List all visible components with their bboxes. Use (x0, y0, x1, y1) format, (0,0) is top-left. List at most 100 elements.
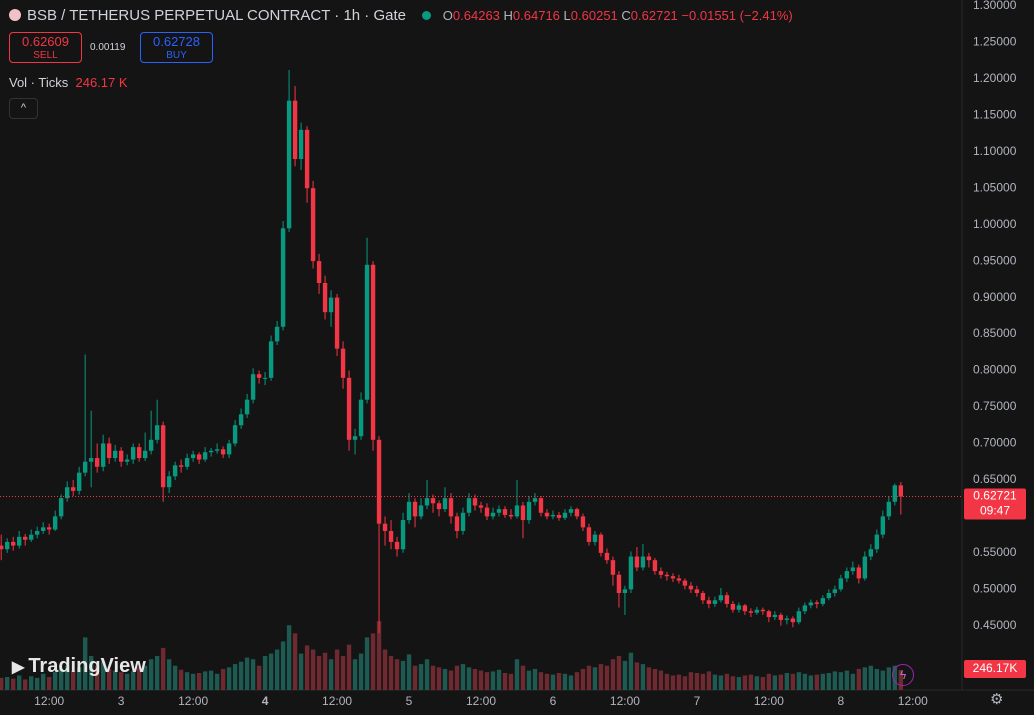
candle-body (496, 509, 502, 513)
candle-body (166, 476, 172, 488)
candle-body (352, 436, 358, 440)
candle-body (760, 609, 766, 612)
candle-body (742, 605, 748, 612)
volume-bar (478, 670, 484, 690)
volume-bar (676, 674, 682, 690)
x-tick-label: 12:00 (466, 694, 496, 708)
indicator-name[interactable]: Vol · Ticks (9, 75, 69, 90)
symbol-title[interactable]: BSB / TETHERUS PERPETUAL CONTRACT · 1h ·… (27, 7, 406, 24)
volume-bar (244, 657, 250, 690)
volume-bar (322, 652, 328, 690)
volume-bar (784, 673, 790, 690)
candle-body (832, 589, 838, 593)
x-tick-label: 5 (406, 694, 413, 708)
lightning-icon[interactable]: ϟ (892, 664, 914, 686)
volume-bar (706, 671, 712, 690)
candle-body (142, 450, 148, 459)
sell-button[interactable]: 0.62609 SELL (9, 32, 82, 63)
candle-body (382, 523, 388, 531)
candle-body (436, 503, 442, 510)
candle-body (70, 487, 76, 491)
candle-body (340, 348, 346, 378)
volume-bar (700, 673, 706, 690)
volume-bar (778, 674, 784, 690)
buy-button[interactable]: 0.62728 BUY (140, 32, 213, 63)
volume-bar (52, 672, 58, 690)
candle-body (880, 516, 886, 535)
candle-body (118, 450, 124, 462)
candle-body (484, 507, 490, 517)
candle-body (316, 261, 322, 284)
candle-body (814, 602, 820, 604)
candle-body (658, 571, 664, 575)
candle-body (478, 505, 484, 508)
x-tick-label: 12:00 (178, 694, 208, 708)
ohlc: O0.64263 H0.64716 L0.60251 C0.62721 −0.0… (439, 8, 793, 23)
volume-bar (640, 664, 646, 690)
collapse-button[interactable]: ^ (9, 98, 38, 119)
volume-bar (64, 665, 70, 690)
candle-body (736, 605, 742, 610)
candle-body (58, 498, 64, 517)
volume-bar (856, 668, 862, 690)
candle-body (556, 514, 562, 518)
y-tick-label: 0.75000 (973, 399, 1017, 413)
sell-label: SELL (33, 50, 58, 61)
volume-bar (286, 625, 292, 690)
candle-body (892, 485, 898, 502)
volume-bar (304, 645, 310, 690)
volume-bar (436, 667, 442, 690)
candle-body (580, 516, 586, 528)
volume-bar (346, 644, 352, 690)
ohlc-key: O (442, 8, 453, 23)
volume-bar (634, 662, 640, 690)
volume-bar (262, 656, 268, 690)
volume-bar (58, 668, 64, 690)
volume-bar (814, 674, 820, 690)
volume-bar (412, 665, 418, 690)
candle-body (502, 509, 508, 515)
ohlc-value: 0.60251 (570, 8, 618, 23)
volume-bar (454, 665, 460, 690)
volume-bar (586, 665, 592, 690)
volume-bar (16, 675, 22, 690)
volume-bar (190, 673, 196, 690)
volume-bar (154, 656, 160, 690)
candle-body (748, 611, 754, 613)
y-tick-label: 1.30000 (973, 0, 1017, 12)
candle-body (802, 605, 808, 612)
countdown: 09:47 (980, 504, 1010, 518)
volume-bar (118, 672, 124, 690)
x-tick-label: 12:00 (610, 694, 640, 708)
x-tick-label: 7 (694, 694, 701, 708)
volume-bar (364, 637, 370, 690)
candle-body (838, 578, 844, 590)
volume-bar (748, 674, 754, 690)
indicator-value: 246.17 K (75, 75, 128, 90)
candle-body (286, 100, 292, 229)
volume-bar (790, 673, 796, 690)
x-tick-label: 4 (262, 694, 269, 708)
candle-body (358, 399, 364, 437)
volume-bar (388, 656, 394, 690)
x-tick-label: 12:00 (754, 694, 784, 708)
candle-body (256, 374, 262, 378)
candle-body (874, 534, 880, 550)
candle-body (112, 450, 118, 459)
y-tick-label: 0.55000 (973, 545, 1017, 559)
volume-bar (490, 671, 496, 690)
candle-body (730, 603, 736, 610)
candle-body (754, 609, 760, 613)
candle-body (22, 536, 28, 540)
volume-bar (70, 670, 76, 690)
settings-icon[interactable]: ⚙ (990, 691, 1004, 708)
buy-label: BUY (166, 50, 187, 61)
volume-tag (964, 660, 1026, 678)
legend: BSB / TETHERUS PERPETUAL CONTRACT · 1h ·… (9, 7, 793, 25)
volume-bar (796, 672, 802, 690)
candle-body (106, 443, 112, 459)
volume-tag-text: 246.17K (973, 661, 1018, 675)
volume-bar (292, 633, 298, 690)
y-tick-label: 1.10000 (973, 144, 1017, 158)
candle-body (262, 377, 268, 379)
